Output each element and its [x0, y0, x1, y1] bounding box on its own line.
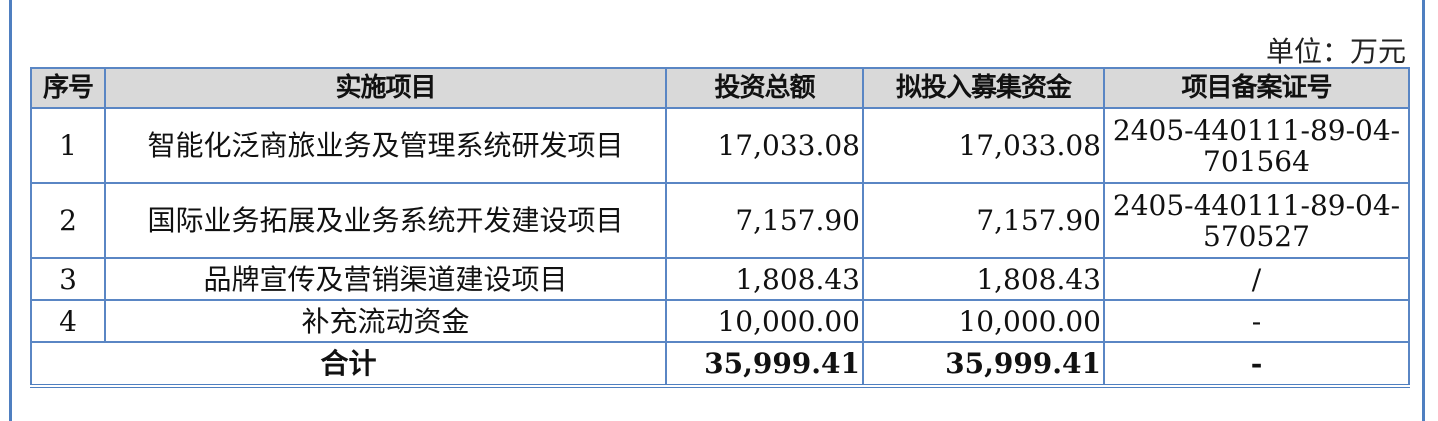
page-frame-left	[9, 0, 12, 421]
unit-label: 单位：万元	[1265, 35, 1406, 68]
table-row: 1 智能化泛商旅业务及管理系统研发项目 17,033.08 17,033.08 …	[30, 107, 1410, 184]
total-label: 合计	[30, 341, 667, 387]
cell-filing: 2405-440111-89-04-701564	[1103, 107, 1410, 184]
cell-raised: 1,808.43	[862, 257, 1105, 301]
table-row: 2 国际业务拓展及业务系统开发建设项目 7,157.90 7,157.90 24…	[30, 182, 1410, 259]
cell-no: 4	[30, 299, 106, 343]
total-investment: 35,999.41	[665, 341, 864, 387]
cell-filing: -	[1103, 299, 1410, 343]
total-raised: 35,999.41	[862, 341, 1105, 387]
cell-raised: 10,000.00	[862, 299, 1105, 343]
cell-project: 品牌宣传及营销渠道建设项目	[104, 257, 667, 301]
total-filing: -	[1103, 341, 1410, 387]
cell-project: 智能化泛商旅业务及管理系统研发项目	[104, 107, 667, 184]
cell-filing: /	[1103, 257, 1410, 301]
cell-project: 补充流动资金	[104, 299, 667, 343]
cell-no: 1	[30, 107, 106, 184]
table-header-row: 序号 实施项目 投资总额 拟投入募集资金 项目备案证号	[30, 67, 1410, 109]
cell-total: 7,157.90	[665, 182, 864, 259]
cell-total: 1,808.43	[665, 257, 864, 301]
total-row: 合计 35,999.41 35,999.41 -	[30, 341, 1410, 387]
cell-no: 2	[30, 182, 106, 259]
cell-total: 17,033.08	[665, 107, 864, 184]
table-row: 3 品牌宣传及营销渠道建设项目 1,808.43 1,808.43 /	[30, 257, 1410, 301]
page-frame-right	[1422, 0, 1425, 421]
cell-total: 10,000.00	[665, 299, 864, 343]
header-filing: 项目备案证号	[1103, 67, 1410, 109]
cell-raised: 17,033.08	[862, 107, 1105, 184]
header-no: 序号	[30, 67, 106, 109]
fund-usage-table: 序号 实施项目 投资总额 拟投入募集资金 项目备案证号 1 智能化泛商旅业务及管…	[30, 67, 1410, 388]
header-total: 投资总额	[665, 67, 864, 109]
cell-filing: 2405-440111-89-04-570527	[1103, 182, 1410, 259]
table-row: 4 补充流动资金 10,000.00 10,000.00 -	[30, 299, 1410, 343]
cell-project: 国际业务拓展及业务系统开发建设项目	[104, 182, 667, 259]
header-raised: 拟投入募集资金	[862, 67, 1105, 109]
header-project: 实施项目	[104, 67, 667, 109]
cell-no: 3	[30, 257, 106, 301]
cell-raised: 7,157.90	[862, 182, 1105, 259]
